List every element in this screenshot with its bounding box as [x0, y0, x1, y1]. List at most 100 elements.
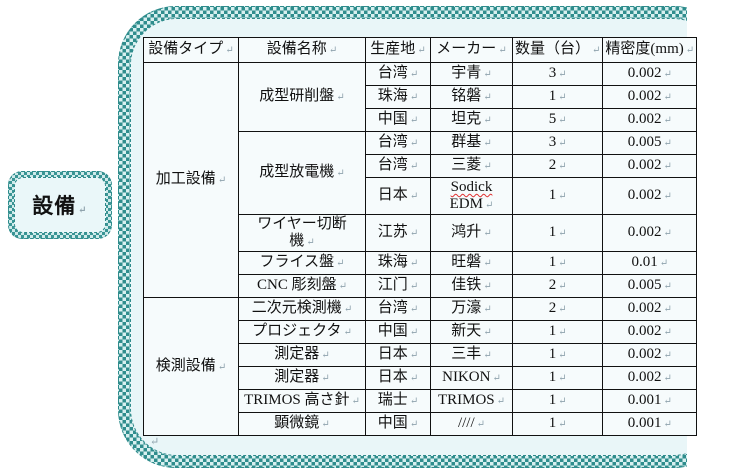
cell-maker[interactable]: TRIMOS [430, 389, 513, 413]
cell-precision[interactable]: 0.001 [602, 412, 698, 436]
cell-place[interactable]: 日本 [365, 343, 431, 367]
cell-precision[interactable]: 0.005 [602, 131, 698, 155]
cell-maker[interactable]: 佳铁 [430, 274, 513, 298]
cell-place[interactable]: 中国 [365, 412, 431, 436]
cell-maker[interactable]: 群基 [430, 131, 513, 155]
cell-maker[interactable]: Sodick EDM [430, 177, 513, 215]
cell-qty[interactable]: 1 [511, 320, 604, 344]
cell-precision[interactable]: 0.002 [602, 177, 698, 215]
cell-place[interactable]: 珠海 [365, 251, 431, 275]
cell-maker[interactable]: //// [430, 412, 513, 436]
cell-qty[interactable]: 1 [511, 366, 604, 390]
cell-equipment-name[interactable]: 二次元検測機 [238, 297, 366, 321]
cell-qty[interactable]: 1 [511, 251, 604, 275]
cell-place[interactable]: 江门 [365, 274, 431, 298]
cell-equipment-name[interactable]: 顕微鏡 [238, 412, 366, 436]
cell-maker[interactable]: 三丰 [430, 343, 513, 367]
paragraph-break-mark: ↵ [150, 436, 160, 448]
table-row: CNC 彫刻盤 江门 佳铁 2 0.005 [144, 274, 698, 298]
cell-place[interactable]: 中国 [365, 108, 431, 132]
cell-precision[interactable]: 0.01 [602, 251, 698, 275]
cell-equipment-name[interactable]: CNC 彫刻盤 [238, 274, 366, 298]
cell-qty[interactable]: 1 [511, 177, 604, 215]
col-header-equipment-type[interactable]: 設備タイプ [143, 37, 239, 63]
cell-place[interactable]: 台湾 [365, 131, 431, 155]
table-row: 日本 Sodick EDM 1 0.002 [144, 177, 698, 215]
cell-maker[interactable]: 三菱 [430, 154, 513, 178]
table-row: 珠海 铭磐 1 0.002 [144, 85, 698, 109]
cell-precision[interactable]: 0.002 [602, 108, 698, 132]
cell-precision[interactable]: 0.005 [602, 274, 698, 298]
cell-equipment-name[interactable]: ワイヤー切断機 [238, 214, 366, 252]
cell-precision[interactable]: 0.002 [602, 62, 698, 86]
header-row: 設備タイプ 設備名称 生産地 メーカー 数量（台） 精密度(mm) [143, 37, 698, 63]
cell-equipment-type[interactable]: 検測設備 [143, 297, 239, 436]
cell-place[interactable]: 日本 [365, 177, 431, 215]
cell-equipment-name[interactable]: 測定器 [238, 366, 366, 390]
cell-equipment-name[interactable]: フライス盤 [238, 251, 366, 275]
cell-place[interactable]: 江苏 [365, 214, 431, 252]
cell-qty[interactable]: 3 [511, 62, 604, 86]
cell-qty[interactable]: 1 [511, 412, 604, 436]
table-row: 検測設備 二次元検測機 台湾 万濠 2 0.002 [143, 297, 698, 436]
cell-qty[interactable]: 2 [511, 154, 604, 178]
cell-place[interactable]: 台湾 [365, 297, 431, 321]
cell-qty[interactable]: 2 [511, 297, 604, 321]
cell-qty[interactable]: 2 [511, 274, 604, 298]
col-header-precision[interactable]: 精密度(mm) [602, 37, 698, 63]
table-row: 測定器 日本 NIKON 1 0.002 [144, 366, 698, 390]
cell-equipment-type[interactable]: 加工設備 [143, 62, 239, 298]
col-header-maker[interactable]: メーカー [430, 37, 513, 63]
cell-place[interactable]: 台湾 [365, 62, 431, 86]
cell-maker[interactable]: 旺磐 [430, 251, 513, 275]
table-row: 台湾 三菱 2 0.002 [144, 154, 698, 178]
cell-equipment-name[interactable]: 成型放電機 [238, 131, 366, 215]
cell-qty[interactable]: 3 [511, 131, 604, 155]
cell-maker[interactable]: NIKON [430, 366, 513, 390]
cell-place[interactable]: 瑞士 [365, 389, 431, 413]
table-row: TRIMOS 高さ針 瑞士 TRIMOS 1 0.001 [144, 389, 698, 413]
cell-place[interactable]: 珠海 [365, 85, 431, 109]
cell-equipment-name[interactable]: 測定器 [238, 343, 366, 367]
misspelled-word: Sodick [450, 178, 493, 195]
table-row: プロジェクタ 中国 新天 1 0.002 [144, 320, 698, 344]
col-header-quantity[interactable]: 数量（台） [511, 37, 604, 63]
cell-equipment-name[interactable]: 成型研削盤 [238, 62, 366, 132]
cell-maker[interactable]: 鸿升 [430, 214, 513, 252]
cell-precision[interactable]: 0.002 [602, 320, 698, 344]
table-row: 加工設備 成型研削盤 台湾 宇青 3 0.002 [143, 62, 698, 298]
cell-precision[interactable]: 0.002 [602, 297, 698, 321]
equipment-badge-face: 設備 [14, 177, 106, 233]
cell-maker[interactable]: 万濠 [430, 297, 513, 321]
cell-qty[interactable]: 1 [511, 389, 604, 413]
cell-maker[interactable]: 新天 [430, 320, 513, 344]
cell-precision[interactable]: 0.001 [602, 389, 698, 413]
cell-precision[interactable]: 0.002 [602, 154, 698, 178]
equipment-name-text: ワイヤー切断機 [255, 216, 350, 251]
cell-qty[interactable]: 1 [511, 343, 604, 367]
cell-maker[interactable]: 铭磐 [430, 85, 513, 109]
cell-equipment-name[interactable]: プロジェクタ [238, 320, 366, 344]
col-header-equipment-name[interactable]: 設備名称 [238, 37, 366, 63]
cell-precision[interactable]: 0.002 [602, 343, 698, 367]
cell-maker[interactable]: 宇青 [430, 62, 513, 86]
cell-precision[interactable]: 0.002 [602, 214, 698, 252]
cell-place[interactable]: 日本 [365, 366, 431, 390]
cell-qty[interactable]: 1 [511, 214, 604, 252]
equipment-badge-shape[interactable]: 設備 [8, 171, 112, 239]
cell-place[interactable]: 台湾 [365, 154, 431, 178]
cell-qty[interactable]: 5 [511, 108, 604, 132]
table-row: 測定器 日本 三丰 1 0.002 [144, 343, 698, 367]
cell-equipment-name[interactable]: TRIMOS 高さ針 [238, 389, 366, 413]
cell-precision[interactable]: 0.002 [602, 85, 698, 109]
table-row: ワイヤー切断機 江苏 鸿升 1 0.002 [144, 214, 698, 252]
equipment-table: 設備タイプ 設備名称 生産地 メーカー 数量（台） 精密度(mm) 加工設備 成… [143, 37, 698, 436]
table-row: 顕微鏡 中国 //// 1 0.001 [144, 412, 698, 436]
cell-maker[interactable]: 坦克 [430, 108, 513, 132]
equipment-badge-label: 設備 [32, 190, 87, 220]
col-header-production-place[interactable]: 生産地 [365, 37, 431, 63]
cell-qty[interactable]: 1 [511, 85, 604, 109]
cell-place[interactable]: 中国 [365, 320, 431, 344]
cell-precision[interactable]: 0.002 [602, 366, 698, 390]
